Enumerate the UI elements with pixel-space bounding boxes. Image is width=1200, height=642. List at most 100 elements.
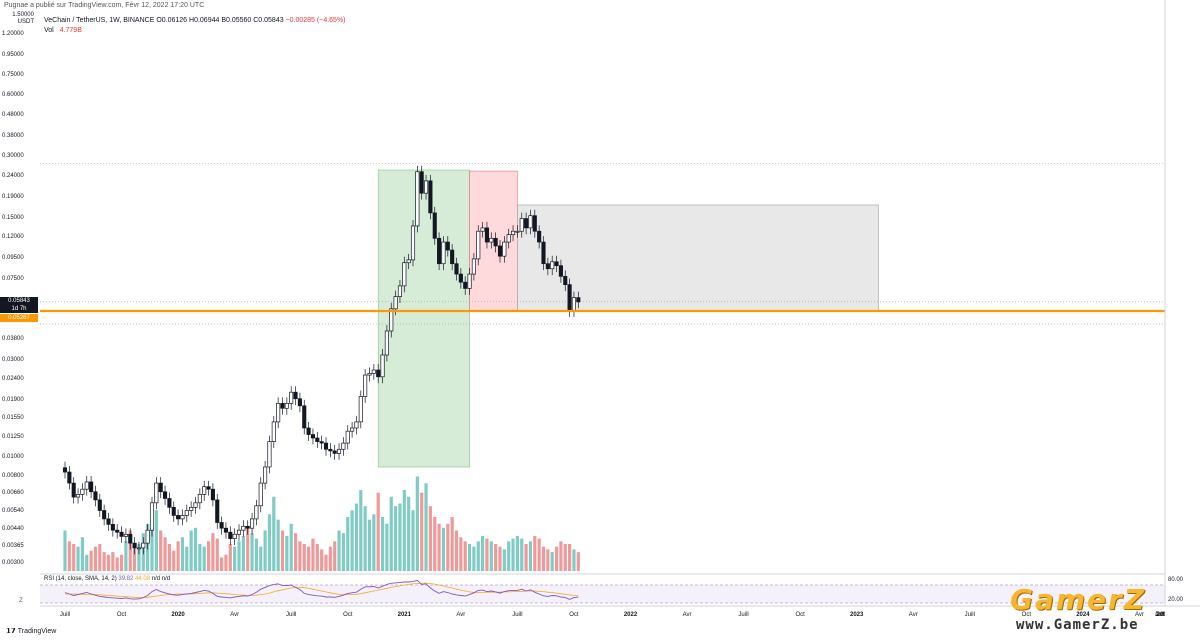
volume-bar [324,554,328,571]
candle-up [145,529,150,544]
price-axis-unit: 1.50000 USDT [12,12,34,26]
time-tick-label: Avr [230,612,240,618]
candle-down [554,261,559,267]
volume-bar [467,544,472,571]
volume-bar [193,527,198,571]
candle-up [358,396,363,423]
candle-down [432,212,437,239]
candle-up [506,234,511,243]
volume-legend: Vol 4.779B [44,27,82,34]
volume-bar [172,550,176,571]
rsi-legend: RSI (14, close, SMA, 14, 2) 39.82 44.08 … [44,576,170,582]
candle-up [136,547,142,550]
price-tick-label: 0.03800 [2,335,24,342]
rsi-sma-value: 44.08 [135,576,151,582]
candle-down [89,481,94,493]
time-tick-label: 20 [1156,612,1164,618]
price-tick-label: 0.60000 [2,92,24,99]
volume-bar [80,537,84,571]
candle-up [350,427,355,432]
rsi-label[interactable]: RSI (14, close, SMA, 14, 2) [44,576,117,582]
volume-bar [437,523,441,571]
volume-bar [446,523,450,571]
volume-bar [220,557,224,571]
candle-down [280,403,285,409]
time-tick-label: 2023 [850,612,864,618]
candle-up [380,354,385,378]
candle-up [241,525,246,531]
volume-bar [224,554,228,571]
symbol-name[interactable]: VeChain / TetherUS, 1W, BINANCE [44,17,155,24]
price-tick-label: 0.00540 [2,508,24,515]
candle-down [71,482,76,498]
time-tick-label: Juill [286,612,297,618]
volume-bar [341,533,345,571]
volume-bar [546,549,550,571]
zoom-button[interactable]: Z [19,598,23,604]
volume-bar [494,544,498,571]
candle-down [206,486,211,490]
price-change: −0.00285 (−4.65%) [285,17,346,24]
volume-bar [385,523,389,571]
volume-bar [424,483,428,571]
tradingview-logo: 𝟭𝟳 TradingView [6,627,56,635]
volume-bar [206,541,211,571]
price-tick-label: 1.20000 [2,31,24,37]
volume-bar [72,544,76,571]
price-tick-label: 0.01900 [2,397,24,404]
volume-bar [267,514,272,571]
candle-up [284,403,289,409]
time-tick-label: Avr [908,612,918,618]
volume-bar [550,552,554,571]
volume-bar [159,530,163,571]
candle-up [345,430,350,444]
candle-up [489,237,494,243]
candle-down [576,297,581,303]
volume-value: 4.779B [59,27,82,34]
time-tick-label: Juill [738,612,749,618]
time-tick-label: Oct [343,612,353,618]
candle-up [467,273,472,289]
candle-down [158,482,163,493]
candle-up [263,466,268,484]
last-price-tag: 0.05843 [0,297,38,305]
volume-bar [372,514,376,571]
candle-down [493,237,498,247]
candle-up [397,285,403,297]
candle-up [354,421,359,429]
candle-up [123,533,128,537]
rsi-extra: n/d n/d [151,576,171,582]
volume-bar [163,537,167,571]
volume-bar [454,530,459,571]
candle-down [541,241,546,265]
candle-down [445,241,450,251]
price-tick-label: 0.12000 [2,234,24,241]
candle-up [337,448,342,454]
time-tick-label: Avr [682,612,692,618]
candle-up [193,502,198,508]
candle-down [558,265,563,277]
volume-bar [320,549,324,571]
candle-down [215,499,220,523]
level-price-tag: 0.05267 [0,314,38,322]
candle-up [271,421,276,442]
volume-bar [133,546,137,571]
volume-bar [115,557,119,571]
volume-bars [63,476,580,571]
volume-label: Vol [44,27,54,34]
rsi-band [40,585,1165,603]
volume-bar [106,554,111,571]
range-box-gray [517,204,879,311]
ohlc-values: O0.06126 H0.06944 B0.05560 C0.05843 [156,17,284,24]
candle-up [254,505,259,520]
candle-down [219,522,224,529]
volume-bar [354,503,359,571]
candle-down [163,491,168,499]
volume-bar [489,541,493,571]
volume-bar [85,554,89,571]
candle-down [119,531,124,537]
volume-bar [450,517,454,571]
volume-bar [533,535,537,571]
volume-bar [246,527,250,571]
